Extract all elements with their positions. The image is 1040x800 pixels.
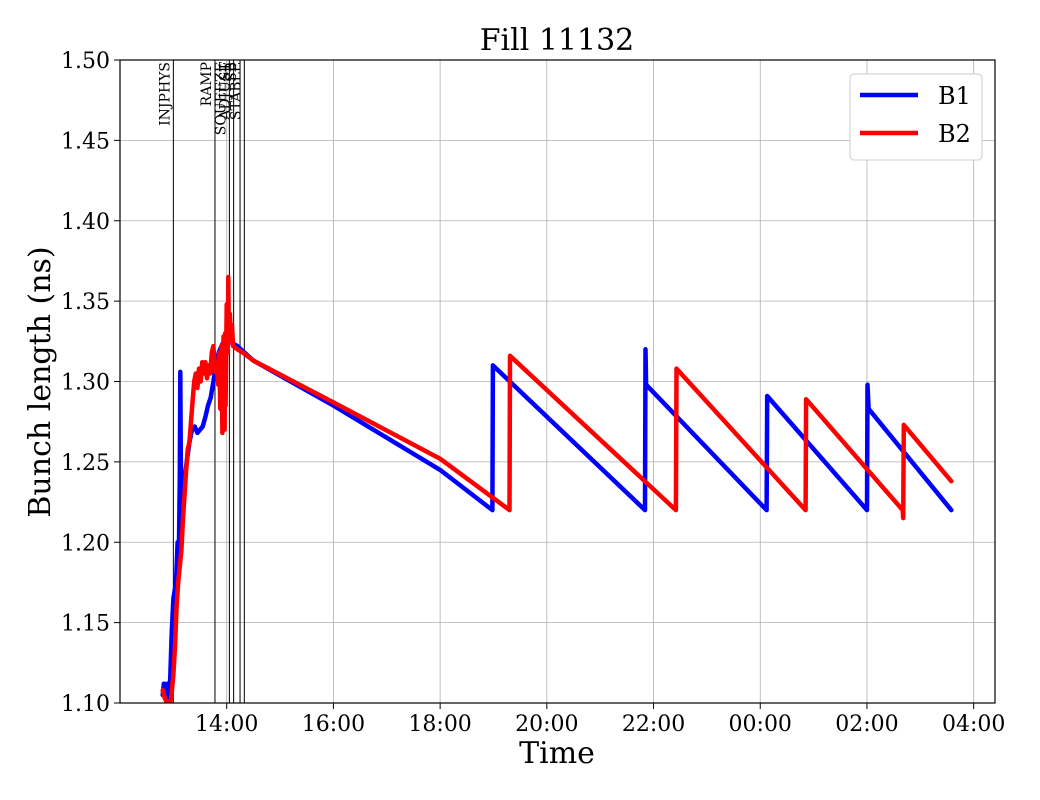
x-tick-label: 04:00 — [942, 712, 1005, 737]
y-ticks: 1.10 1.15 1.20 1.25 1.30 1.35 1.40 1.45 1.50 — [61, 49, 120, 717]
phase-label: ADJUST — [218, 61, 234, 120]
phase-label: SQUEEZE — [213, 62, 229, 135]
legend: B1 B2 — [849, 73, 983, 161]
y-tick-label: 1.20 — [61, 531, 110, 556]
series-line-b1 — [160, 337, 954, 703]
x-tick-label: 02:00 — [835, 712, 898, 737]
x-tick-label: 16:00 — [302, 712, 365, 737]
y-axis-label: Bunch length (ns) — [23, 246, 58, 517]
phase-label: RAMP — [199, 62, 215, 106]
y-tick-label: 1.15 — [61, 612, 110, 637]
y-tick-label: 1.50 — [61, 49, 110, 74]
series-line-b2 — [160, 274, 954, 703]
y-tick-label: 1.25 — [61, 451, 110, 476]
y-tick-label: 1.45 — [61, 129, 110, 154]
y-tick-label: 1.30 — [61, 371, 110, 396]
legend-label-b1: B1 — [938, 82, 971, 110]
x-tick-label: 14:00 — [195, 712, 258, 737]
y-tick-label: 1.40 — [61, 210, 110, 235]
phase-label: STABLE — [228, 62, 244, 120]
y-tick-label: 1.10 — [61, 692, 110, 717]
x-tick-label: 00:00 — [729, 712, 792, 737]
series-group — [160, 274, 954, 703]
y-tick-label: 1.35 — [61, 290, 110, 315]
legend-label-b2: B2 — [938, 120, 971, 148]
phase-label: INJPHYS — [157, 62, 173, 126]
chart-title: Fill 11132 — [480, 23, 635, 58]
x-tick-label: 22:00 — [622, 712, 685, 737]
phase-label: SB — [224, 62, 240, 82]
x-tick-label: 20:00 — [515, 712, 578, 737]
x-tick-label: 18:00 — [408, 712, 471, 737]
x-axis-label: Time — [519, 736, 595, 771]
x-ticks: 14:00 16:00 18:00 20:00 22:00 00:00 02:00 04:00 — [195, 703, 1005, 737]
